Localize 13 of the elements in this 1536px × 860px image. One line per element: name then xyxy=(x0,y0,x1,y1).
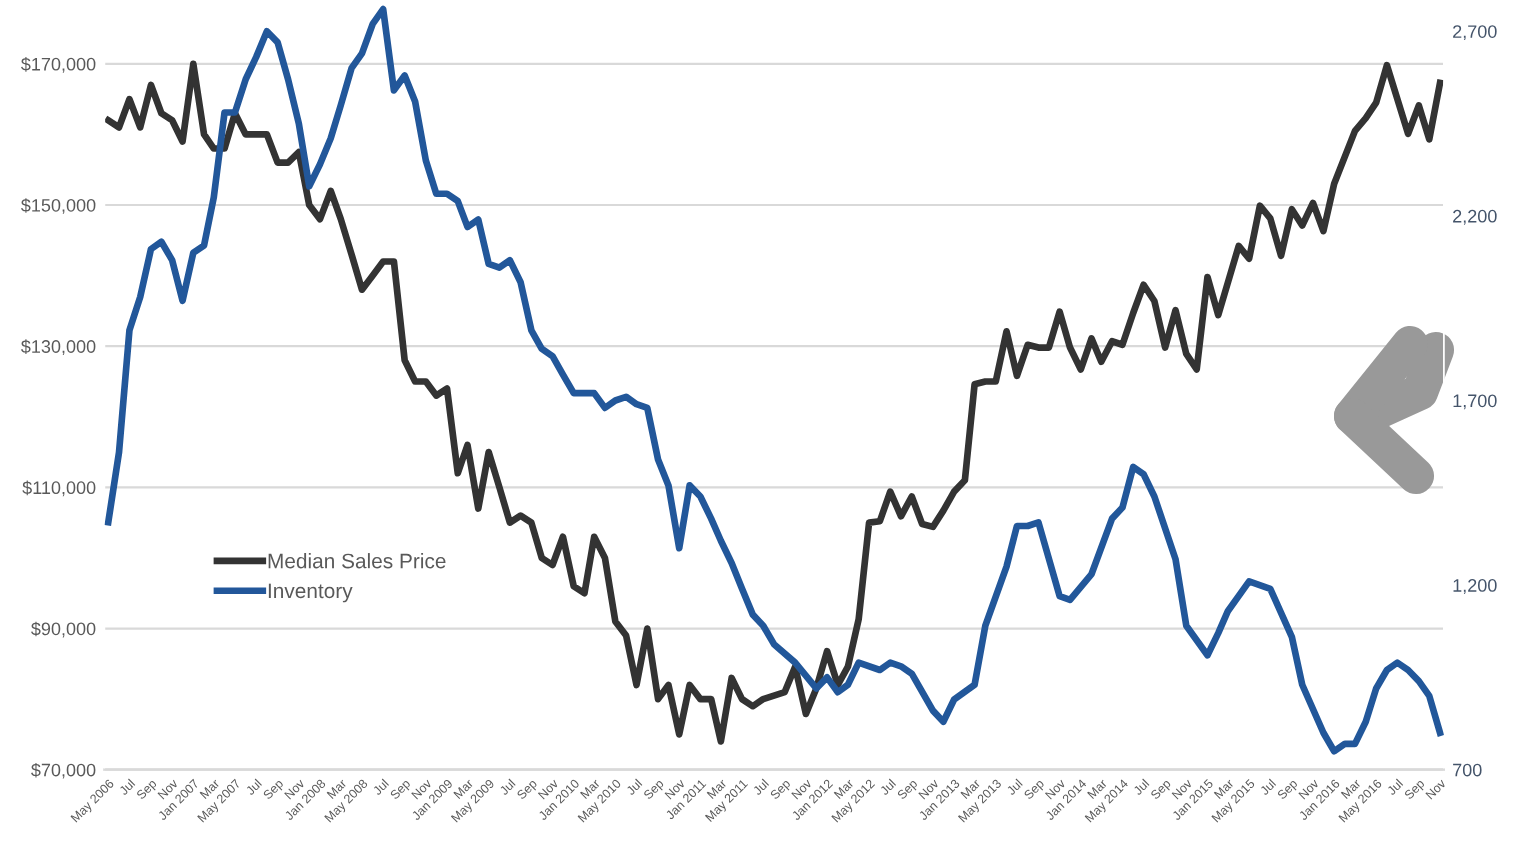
y2-tick-label: 1,200 xyxy=(1453,579,1497,594)
y2-tick-label: 2,200 xyxy=(1453,209,1497,225)
legend-label: Median Sales Price xyxy=(268,553,446,569)
y2-tick-label: 700 xyxy=(1453,763,1482,777)
y-tick-label: $70,000 xyxy=(31,762,96,779)
legend-label: Inventory xyxy=(268,583,353,603)
y-tick-label: $150,000 xyxy=(21,198,96,214)
y-tick-label: $110,000 xyxy=(22,480,96,497)
y-tick-label: $170,000 xyxy=(21,57,96,73)
y-tick-label: $90,000 xyxy=(31,621,96,638)
y2-tick-label: 1,700 xyxy=(1453,394,1497,410)
y2-tick-label: 2,700 xyxy=(1453,25,1497,41)
y-tick-label: $130,000 xyxy=(21,339,96,356)
